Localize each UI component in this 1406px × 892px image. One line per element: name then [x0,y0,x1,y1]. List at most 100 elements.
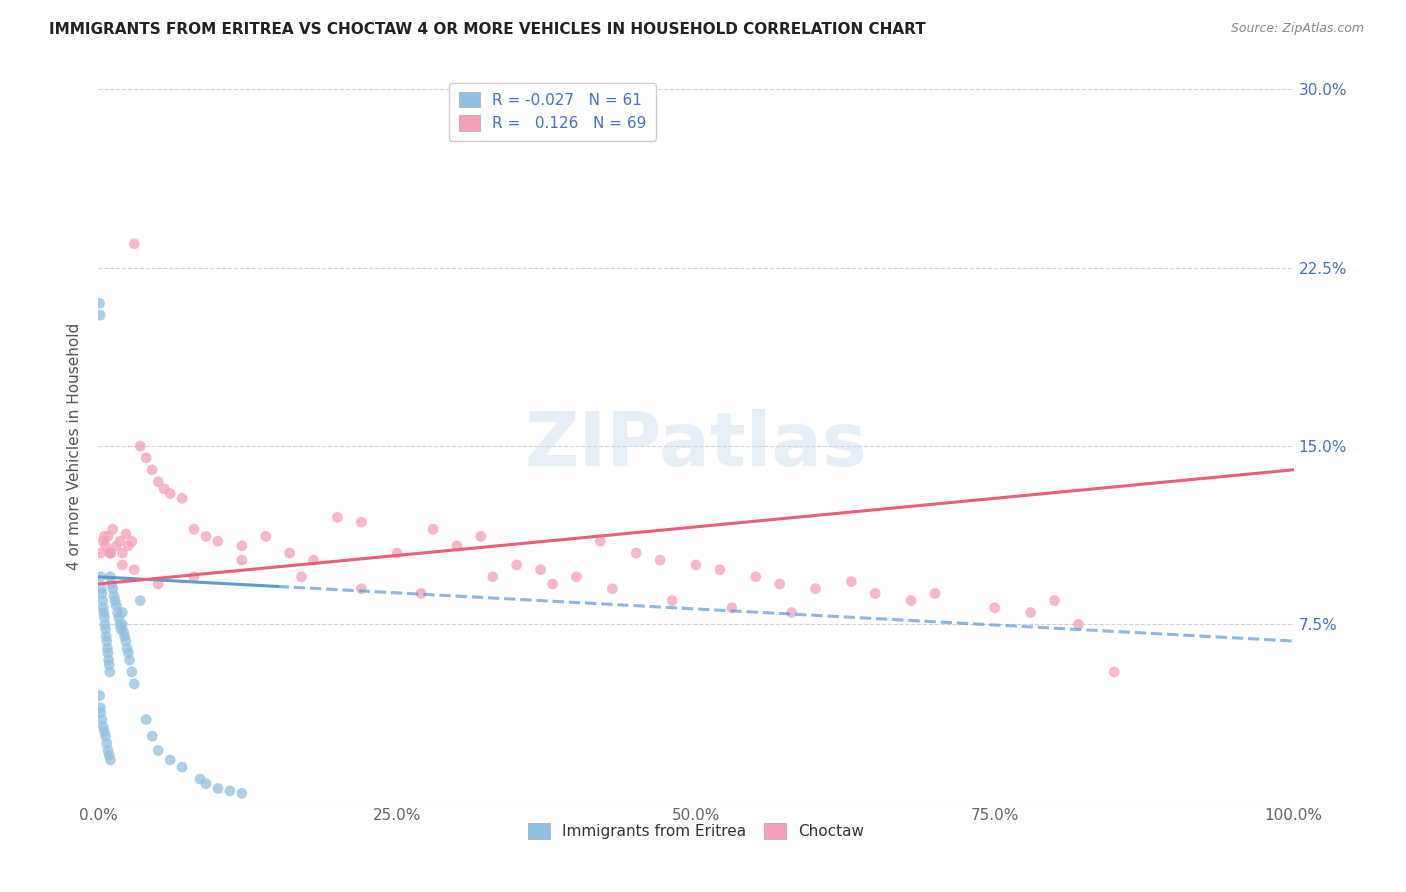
Point [97,743,120,757]
Point [124,677,146,691]
Point [231,539,253,553]
Point [118,653,141,667]
Point [98,657,121,672]
Text: ZIPatlas: ZIPatlas [524,409,868,483]
Point [96,641,118,656]
Point [661,593,683,607]
Point [141,729,163,743]
Point [98,570,122,584]
Point [103,589,125,603]
Point [541,577,564,591]
Point [111,617,134,632]
Point [350,515,373,529]
Point [159,753,181,767]
Point [94,617,117,632]
Point [1043,593,1066,607]
Point [129,439,152,453]
Point [104,593,127,607]
Point [385,546,409,560]
Point [98,753,122,767]
Point [231,553,253,567]
Point [107,610,129,624]
Point [900,593,922,607]
Point [90,570,112,584]
Point [207,781,229,796]
Point [96,634,118,648]
Point [195,777,218,791]
Point [172,760,194,774]
Point [148,577,170,591]
Y-axis label: 4 or more Vehicles in Household: 4 or more Vehicles in Household [67,322,83,570]
Point [650,553,672,567]
Point [89,308,111,322]
Point [1019,606,1042,620]
Point [129,593,152,607]
Point [411,586,433,600]
Point [98,546,122,560]
Point [135,713,157,727]
Point [121,665,143,679]
Point [98,546,122,560]
Point [100,577,122,591]
Point [148,743,170,757]
Point [422,522,444,536]
Point [98,665,121,679]
Point [141,463,163,477]
Point [97,529,120,543]
Point [91,534,114,549]
Point [93,529,115,543]
Point [117,539,139,553]
Point [183,522,205,536]
Point [865,586,887,600]
Point [207,534,229,549]
Point [302,553,325,567]
Point [94,729,117,743]
Point [91,593,114,607]
Point [709,563,731,577]
Point [105,599,128,613]
Point [105,539,128,553]
Point [721,600,744,615]
Point [97,646,120,660]
Point [96,629,118,643]
Point [219,784,242,798]
Point [188,772,211,786]
Point [159,486,181,500]
Point [148,475,170,489]
Point [1067,617,1090,632]
Legend: Immigrants from Eritrea, Choctaw: Immigrants from Eritrea, Choctaw [522,817,870,845]
Point [924,586,946,600]
Point [841,574,863,589]
Point [98,546,122,560]
Point [115,641,138,656]
Point [291,570,314,584]
Point [769,577,792,591]
Point [107,606,129,620]
Text: IMMIGRANTS FROM ERITREA VS CHOCTAW 4 OR MORE VEHICLES IN HOUSEHOLD CORRELATION C: IMMIGRANTS FROM ERITREA VS CHOCTAW 4 OR … [49,22,927,37]
Point [745,570,768,584]
Point [565,570,588,584]
Point [111,606,134,620]
Point [90,706,112,720]
Point [172,491,194,506]
Point [90,582,112,596]
Point [93,606,115,620]
Point [115,527,138,541]
Point [114,629,136,643]
Point [89,296,111,310]
Point [506,558,529,572]
Point [626,546,648,560]
Point [96,736,118,750]
Point [98,748,121,763]
Point [91,713,114,727]
Point [530,563,553,577]
Point [93,610,115,624]
Point [91,600,114,615]
Point [97,653,120,667]
Point [115,634,138,648]
Point [91,586,114,600]
Point [108,617,131,632]
Point [780,606,803,620]
Point [326,510,349,524]
Point [90,546,112,560]
